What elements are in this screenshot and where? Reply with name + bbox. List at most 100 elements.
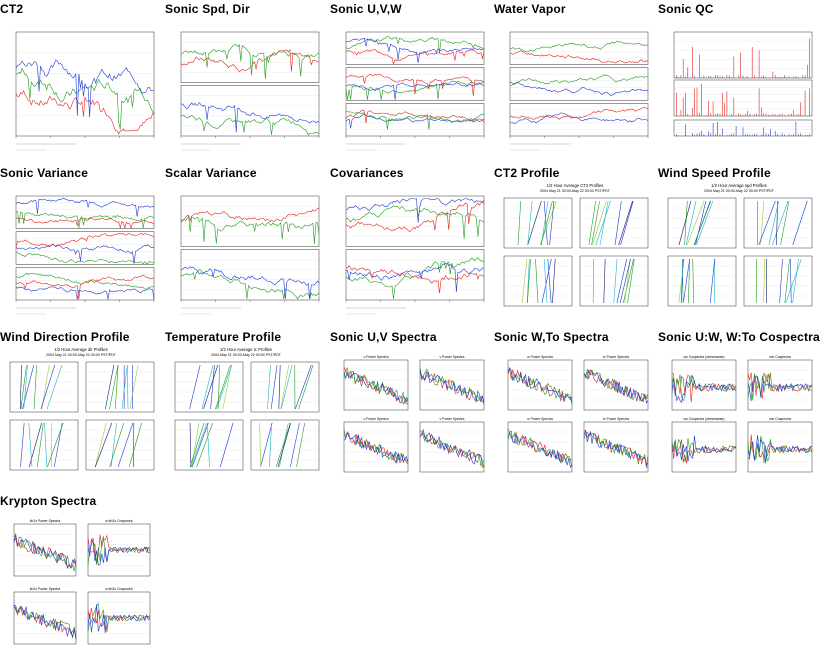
tile-title-link[interactable]: Krypton Spectra bbox=[0, 494, 97, 508]
profile-line bbox=[127, 364, 129, 410]
plot-panel bbox=[13, 523, 77, 577]
profile-line bbox=[189, 422, 205, 468]
plot-panel bbox=[743, 255, 813, 307]
plot-thumbnail[interactable] bbox=[169, 18, 323, 154]
plot-thumbnail[interactable]: 1/2 Hour Average CT2 Profiles 2004 May 21… bbox=[498, 182, 652, 318]
data-series-line bbox=[180, 266, 320, 300]
tile-sonic-uw-wto-cospectra[interactable]: Sonic U:W, W:To Cospectra uw Cospectra (s… bbox=[658, 330, 820, 473]
profile-line bbox=[685, 200, 697, 246]
tile-ct2-profile[interactable]: CT2 Profile 1/2 Hour Average CT2 Profiles… bbox=[494, 166, 654, 307]
tile-krypton-spectra[interactable]: Krypton Spectra kh2o Power Spectra w:kh2o … bbox=[0, 494, 160, 645]
spectrum-line bbox=[343, 369, 409, 404]
tile-title-link[interactable]: Sonic Spd, Dir bbox=[165, 2, 250, 16]
tile-title-link[interactable]: Water Vapor bbox=[494, 2, 566, 16]
plot-thumbnail-graphic: kh2o Power Spectra w:kh2o Cospectra kh2o P… bbox=[13, 519, 151, 645]
tile-sonic-uv-spectra[interactable]: Sonic U,V Spectra u Power Spectra v Power … bbox=[330, 330, 490, 473]
tile-title-link[interactable]: CT2 Profile bbox=[494, 166, 560, 180]
plot-panel bbox=[507, 421, 573, 473]
plot-thumbnail[interactable] bbox=[498, 18, 652, 154]
data-series-line bbox=[509, 106, 649, 120]
tile-sonic-variance[interactable]: Sonic Variance bbox=[0, 166, 160, 315]
tile-title-link[interactable]: Temperature Profile bbox=[165, 330, 282, 344]
tile-title-link[interactable]: Wind Speed Profile bbox=[658, 166, 771, 180]
tile-title-link[interactable]: CT2 bbox=[0, 2, 24, 16]
spectrum-line bbox=[419, 429, 485, 468]
profile-line bbox=[298, 364, 314, 410]
tile-title-link[interactable]: Sonic QC bbox=[658, 2, 714, 16]
plot-thumbnail[interactable]: 1/2 Hour Average spd Profiles 2004 May 21… bbox=[662, 182, 816, 318]
plot-panel bbox=[667, 255, 737, 307]
profile-line bbox=[19, 364, 22, 410]
spectrum-line bbox=[87, 607, 151, 633]
data-series-line bbox=[509, 40, 649, 53]
tile-title-link[interactable]: Sonic U,V Spectra bbox=[330, 330, 437, 344]
plot-thumbnail[interactable]: w Power Spectra tc Power Spectra w Power S… bbox=[498, 346, 652, 482]
tile-water-vapor[interactable]: Water Vapor bbox=[494, 2, 654, 151]
profile-line bbox=[681, 258, 684, 304]
plot-caption: 1/2 Hour Average spd Profiles bbox=[711, 183, 767, 188]
plot-thumbnail[interactable] bbox=[169, 182, 323, 318]
plot-panel bbox=[174, 361, 244, 413]
plot-thumbnail[interactable]: 1/2 Hour Average dir Profiles 2004 May 21… bbox=[4, 346, 158, 482]
plot-caption: uw Cospectra (streamwise) bbox=[683, 417, 724, 421]
plot-thumbnail[interactable]: 1/2 Hour Average tc Profiles 2004 May 21 … bbox=[169, 346, 323, 482]
tile-temperature-profile[interactable]: Temperature Profile 1/2 Hour Average tc P… bbox=[165, 330, 325, 471]
tile-title-link[interactable]: Wind Direction Profile bbox=[0, 330, 130, 344]
plot-thumbnail[interactable] bbox=[4, 18, 158, 154]
tile-title-link[interactable]: Sonic U,V,W bbox=[330, 2, 402, 16]
profile-line bbox=[217, 364, 221, 410]
profile-line bbox=[790, 258, 792, 304]
profile-line bbox=[190, 422, 208, 468]
tile-title-link[interactable]: Covariances bbox=[330, 166, 404, 180]
tile-sonic-wto-spectra[interactable]: Sonic W,To Spectra w Power Spectra tc Powe… bbox=[494, 330, 654, 473]
plot-panel bbox=[503, 255, 573, 307]
profile-line bbox=[692, 258, 694, 304]
profile-line bbox=[709, 258, 715, 304]
plot-thumbnail[interactable] bbox=[662, 18, 816, 154]
tile-title-link[interactable]: Sonic W,To Spectra bbox=[494, 330, 609, 344]
data-series-line bbox=[180, 208, 319, 223]
plot-thumbnail[interactable] bbox=[334, 18, 488, 154]
tile-sonic-uvw[interactable]: Sonic U,V,W bbox=[330, 2, 490, 151]
profile-line bbox=[696, 200, 714, 246]
tile-ct2[interactable]: CT2 bbox=[0, 2, 160, 151]
tile-title-link[interactable]: Scalar Variance bbox=[165, 166, 257, 180]
plot-caption: 1/2 Hour Average dir Profiles bbox=[54, 347, 107, 352]
plot-thumbnail[interactable]: u Power Spectra v Power Spectra u Power Sp… bbox=[334, 346, 488, 482]
profile-line bbox=[203, 364, 219, 410]
plot-panel bbox=[503, 197, 573, 249]
profile-line bbox=[678, 200, 692, 246]
data-series-line bbox=[345, 37, 485, 64]
plot-panel bbox=[85, 361, 155, 413]
data-series-line bbox=[345, 73, 485, 96]
data-series-line bbox=[180, 114, 320, 136]
tile-wind-speed-profile[interactable]: Wind Speed Profile 1/2 Hour Average spd P… bbox=[658, 166, 818, 307]
spectrum-line bbox=[507, 431, 573, 464]
spectrum-line bbox=[419, 428, 485, 465]
plot-thumbnail[interactable] bbox=[334, 182, 488, 318]
tile-title-link[interactable]: Sonic Variance bbox=[0, 166, 89, 180]
plot-thumbnail[interactable] bbox=[4, 182, 158, 318]
tile-scalar-variance[interactable]: Scalar Variance bbox=[165, 166, 325, 315]
tile-covariances[interactable]: Covariances bbox=[330, 166, 490, 315]
profile-line bbox=[222, 364, 232, 410]
data-series-line bbox=[345, 36, 484, 54]
tile-title-link[interactable]: Sonic U:W, W:To Cospectra bbox=[658, 330, 820, 344]
plot-caption: v Power Spectra bbox=[440, 417, 465, 421]
plot-thumbnail[interactable]: uw Cospectra (streamwise) wtc Cospectra uw… bbox=[662, 346, 816, 482]
spectrum-line bbox=[13, 532, 77, 572]
profile-line bbox=[94, 422, 107, 468]
plot-thumbnail-graphic: uw Cospectra (streamwise) wtc Cospectra uw… bbox=[671, 355, 813, 473]
spectrum-line bbox=[507, 368, 573, 402]
plot-caption: 2004 May 21 00:00-May 22 00:00 PST/PDT bbox=[704, 189, 775, 193]
tile-sonic-qc[interactable]: Sonic QC bbox=[658, 2, 818, 137]
plot-panel bbox=[509, 67, 649, 101]
plot-panel bbox=[509, 31, 649, 65]
tile-wind-direction-profile[interactable]: Wind Direction Profile 1/2 Hour Average d… bbox=[0, 330, 160, 471]
tile-sonic-spd-dir[interactable]: Sonic Spd, Dir bbox=[165, 2, 325, 151]
profile-line bbox=[189, 364, 201, 410]
plot-thumbnail[interactable]: kh2o Power Spectra w:kh2o Cospectra kh2o P… bbox=[4, 510, 158, 646]
profile-line bbox=[44, 422, 48, 468]
